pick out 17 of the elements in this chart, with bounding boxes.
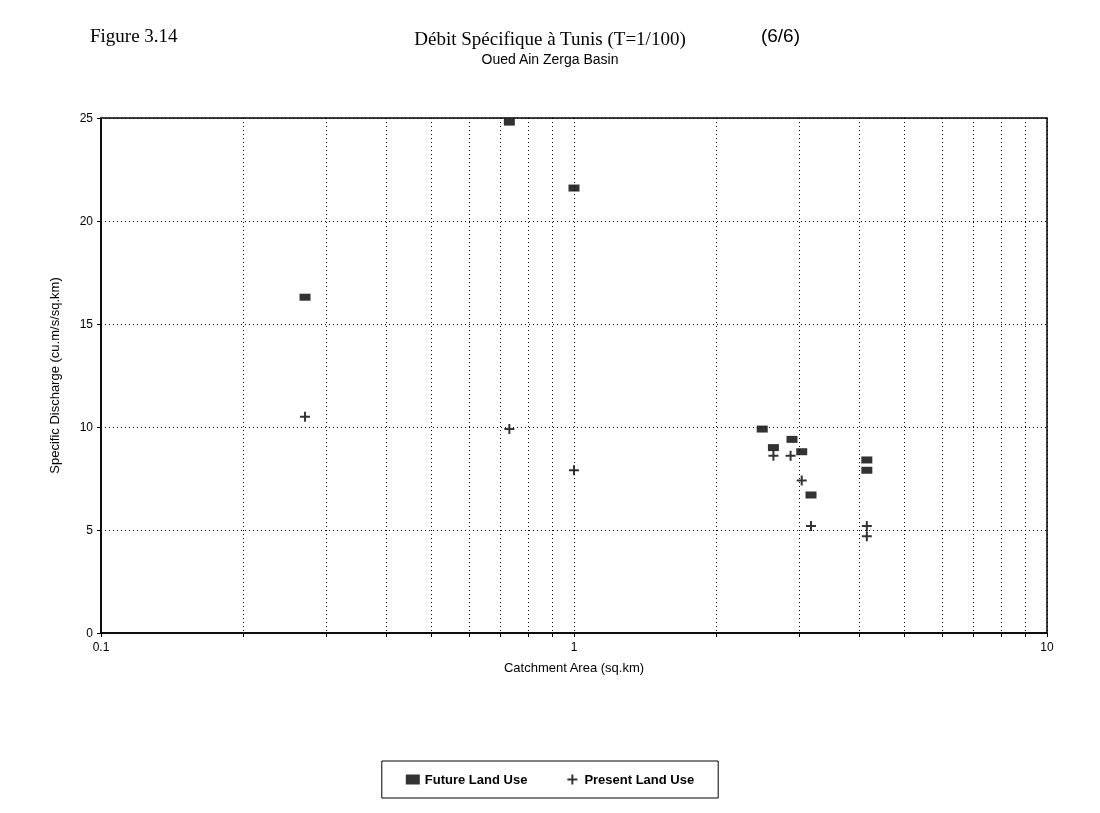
caption: Figure 3.14	[90, 25, 179, 46]
x-tick-label: 1	[570, 640, 578, 654]
legend-label: Present Land Use	[584, 772, 695, 787]
y-tick-label: 20	[79, 214, 94, 228]
y-tick-label: 25	[79, 111, 94, 125]
x-tick-label: 0.1	[92, 640, 110, 654]
y-tick-label: 15	[79, 317, 94, 331]
y-axis-title: Specific Discharge (cu.m/s/sq.km)	[47, 277, 62, 474]
chart-subtitle: Oued Ain Zerga Basin	[481, 51, 619, 67]
y-tick-label: 10	[79, 420, 94, 434]
x-axis-title: Catchment Area (sq.km)	[503, 660, 645, 675]
x-tick-label: 10	[1040, 640, 1054, 654]
text: (6/6)	[760, 25, 801, 46]
y-tick-label: 0	[86, 626, 94, 640]
y-tick-label: 5	[86, 523, 94, 537]
chart-title: Débit Spécifique à Tunis (T=1/100)	[414, 28, 686, 50]
legend-label: Future Land Use	[424, 772, 528, 787]
